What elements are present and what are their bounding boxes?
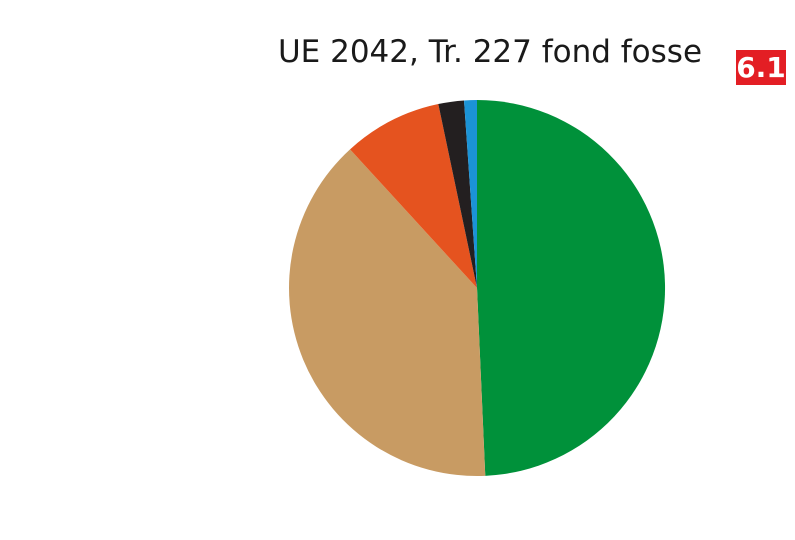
pie-slice-5	[464, 100, 477, 288]
pie-slices	[289, 99, 666, 477]
pie-slice-3	[350, 104, 477, 288]
figure-number-badge: 6.1	[736, 50, 786, 85]
pie-slice-1	[477, 99, 666, 476]
pie-slice-2	[289, 149, 486, 477]
pie-slice-4	[438, 100, 477, 288]
chart-title: UE 2042, Tr. 227 fond fosse	[277, 34, 703, 70]
